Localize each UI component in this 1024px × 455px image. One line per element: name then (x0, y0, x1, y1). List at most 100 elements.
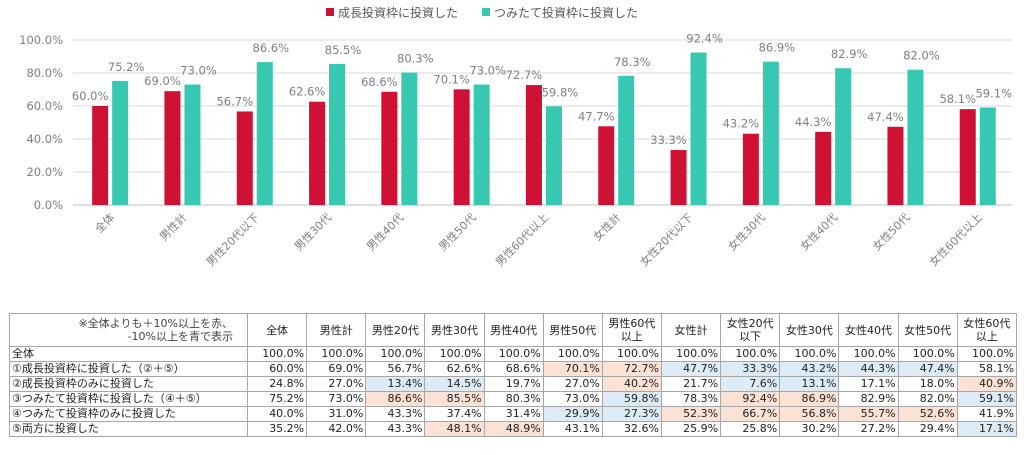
table-cell: 32.6% (601, 421, 662, 437)
table-cell: 48.1% (424, 421, 485, 437)
table-cell: 31.4% (483, 406, 544, 422)
x-tick-label: 男性40代 (363, 210, 406, 253)
table-cell: 43.1% (542, 421, 603, 437)
table-cell: 69.0% (306, 361, 367, 377)
x-axis: 全体 男性計 男性20代以下 男性30代 男性40代 男性50代 男性60代以上 女性計 女性2… (92, 210, 985, 269)
bar-tsumitate (979, 107, 996, 205)
table-cell: 40.2% (601, 376, 662, 392)
table-cell: 73.0% (306, 391, 367, 407)
data-label: 60.0% (72, 89, 109, 103)
bar-tsumitate (618, 75, 635, 206)
table-cell: 55.7% (838, 406, 899, 422)
table-cell: 18.0% (897, 376, 958, 392)
legend-label: つみたて投資枠に投資した (494, 5, 638, 20)
data-label: 47.4% (867, 110, 904, 124)
table-cell: 42.0% (306, 421, 367, 437)
x-tick-label: 男性60代以上 (492, 210, 551, 269)
bar-tsumitate (907, 69, 924, 205)
table-cell: 27.2% (838, 421, 899, 437)
table-cell: 62.6% (424, 361, 485, 377)
legend: 成長投資枠に投資した つみたて投資枠に投資した (326, 5, 638, 20)
data-label: 62.6% (289, 85, 326, 99)
bar-growth (92, 106, 109, 205)
bar-tsumitate (184, 84, 201, 205)
y-tick-label: 0.0% (34, 198, 63, 212)
table-cell: 27.3% (601, 406, 662, 422)
x-tick-label: 男性50代 (436, 210, 479, 253)
data-label: 56.7% (216, 94, 253, 108)
row-label: ⑤両方に投資した (9, 421, 248, 437)
bar-tsumitate (473, 84, 490, 205)
bar-growth (453, 89, 470, 205)
bar-chart: 成長投資枠に投資した つみたて投資枠に投資した 0.0% 20.0% 40.0% 60.… (19, 5, 1012, 269)
table-cell: 30.2% (779, 421, 840, 437)
table-cell: 59.8% (601, 391, 662, 407)
data-label: 68.6% (361, 75, 398, 89)
table-cell: 47.4% (897, 361, 958, 377)
table-cell: 40.0% (246, 406, 308, 422)
table-cell: 13.4% (365, 376, 426, 392)
table-cell: 25.9% (660, 421, 722, 437)
table-cell: 35.2% (246, 421, 308, 437)
data-label: 73.0% (469, 64, 506, 78)
data-label: 58.1% (939, 92, 976, 106)
bar-growth (959, 109, 976, 205)
table-cell: 82.9% (838, 391, 899, 407)
column-header: 男性20代 (365, 313, 426, 347)
bar-growth (742, 133, 759, 205)
table-cell: 17.1% (956, 421, 1018, 437)
row-label: ①成長投資枠に投資した（②＋⑤） (9, 361, 248, 377)
y-axis: 0.0% 20.0% 40.0% 60.0% 80.0% 100.0% (19, 33, 63, 212)
table-cell: 100.0% (365, 346, 426, 362)
data-label: 92.4% (686, 32, 723, 46)
table-cell: 73.0% (542, 391, 603, 407)
data-label: 86.6% (252, 41, 289, 55)
table-cell: 85.5% (424, 391, 485, 407)
table-cell: 56.8% (779, 406, 840, 422)
row-label: 全体 (9, 346, 248, 362)
x-tick-label: 女性50代 (869, 210, 912, 253)
table-cell: 19.7% (483, 376, 544, 392)
column-header: 男性30代 (424, 313, 485, 347)
table-cell: 100.0% (601, 346, 662, 362)
table-cell: 31.0% (306, 406, 367, 422)
table-cell: 70.1% (542, 361, 603, 377)
column-header: 女性50代 (897, 313, 958, 347)
data-label: 82.9% (831, 47, 868, 61)
x-tick-label: 女性20代以下 (637, 210, 696, 269)
bar-growth (236, 111, 253, 205)
table-cell: 29.9% (542, 406, 603, 422)
table-cell: 92.4% (720, 391, 781, 407)
column-header: 女性計 (660, 313, 722, 347)
column-header: 男性50代 (542, 313, 603, 347)
bar-growth (309, 101, 326, 205)
table-cell: 43.3% (365, 421, 426, 437)
column-header: 女性60代以上 (956, 313, 1018, 347)
x-tick-label: 女性30代 (725, 210, 768, 253)
table-cell: 100.0% (779, 346, 840, 362)
table-cell: 40.9% (956, 376, 1018, 392)
table-cell: 100.0% (306, 346, 367, 362)
table-cell: 7.6% (720, 376, 781, 392)
bar-growth (525, 85, 542, 205)
column-header: 女性40代 (838, 313, 899, 347)
bar-growth (670, 150, 687, 205)
x-tick-label: 男性30代 (291, 210, 334, 253)
table-cell: 44.3% (838, 361, 899, 377)
legend-label: 成長投資枠に投資した (338, 5, 458, 20)
legend-swatch (326, 8, 334, 16)
table-row: ②成長投資枠のみに投資した 24.8% 27.0% 13.4% 14.5% 19.7% 27… (9, 376, 1018, 392)
y-tick-label: 60.0% (26, 99, 63, 113)
table-row: ①成長投資枠に投資した（②＋⑤） 60.0% 69.0% 56.7% 62.6% 68.6… (9, 361, 1018, 377)
table-cell: 100.0% (542, 346, 603, 362)
data-label: 73.0% (180, 64, 217, 78)
table-cell: 33.3% (720, 361, 781, 377)
table-cell: 56.7% (365, 361, 426, 377)
bar-tsumitate (762, 61, 779, 205)
bar-growth (598, 126, 615, 205)
table-row: 全体 100.0% 100.0% 100.0% 100.0% 100.0% 100.0% 10… (9, 346, 1018, 362)
data-label: 80.3% (397, 52, 434, 66)
bar-growth (381, 91, 398, 205)
row-label: ④つみたて投資枠のみに投資した (9, 406, 248, 422)
data-label: 75.2% (108, 60, 145, 74)
